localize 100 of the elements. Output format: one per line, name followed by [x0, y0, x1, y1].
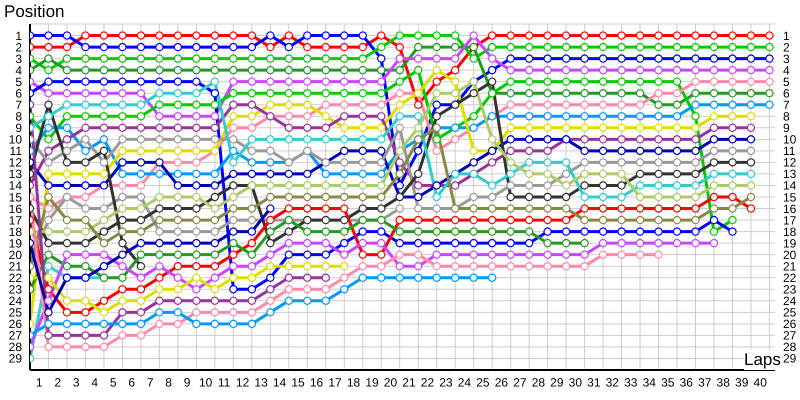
x-tick-label: 9 [184, 376, 191, 390]
x-tick-label: 17 [328, 376, 342, 390]
x-tick-label: 30 [568, 376, 582, 390]
y-tick-label: 4 [15, 63, 22, 78]
y2-tick-label: 14 [783, 178, 797, 193]
x-tick-label: 29 [550, 376, 564, 390]
y-tick-label: 14 [8, 178, 22, 193]
y2-tick-label: 15 [783, 190, 797, 204]
x-tick-label: 16 [310, 376, 324, 390]
y-tick-label: 21 [8, 259, 22, 274]
y-tick-label: 27 [8, 328, 22, 343]
y2-tick-label: 21 [783, 259, 797, 274]
y-tick-label: 25 [8, 306, 22, 320]
x-tick-label: 10 [198, 376, 213, 390]
y2-tick-label: 25 [783, 306, 797, 320]
x-tick-label: 7 [146, 376, 154, 390]
y-tick-label: 22 [8, 270, 22, 285]
x-tick-label: 39 [735, 376, 749, 390]
y2-tick-label: 11 [783, 144, 796, 158]
y2-tick-label: 26 [783, 317, 797, 332]
x-tick-label: 34 [642, 376, 656, 390]
y-tick-label: 20 [8, 248, 22, 262]
y-tick-label: 8 [15, 110, 22, 124]
x-tick-label: 25 [476, 376, 490, 390]
y2-tick-label: 17 [783, 213, 797, 228]
x-tick-label: 37 [698, 376, 712, 390]
x-tick-label: 4 [91, 376, 98, 390]
y2-tick-label: 5 [783, 74, 790, 89]
x-tick-label: 28 [532, 376, 546, 390]
x-tick-label: 5 [110, 376, 117, 390]
x-tick-label: 18 [346, 376, 361, 390]
x-tick-label: 19 [365, 376, 379, 390]
y-tick-label: 15 [8, 190, 22, 204]
y2-tick-label: 8 [783, 110, 790, 124]
x-tick-label: 23 [439, 376, 453, 390]
x-tick-label: 12 [236, 376, 250, 390]
y-tick-label: 3 [15, 52, 22, 66]
y2-tick-label: 28 [783, 340, 797, 354]
y-tick-label: 6 [15, 86, 22, 100]
x-tick-label: 38 [716, 376, 730, 390]
x-tick-label: 24 [458, 376, 472, 390]
y2-tick-label: 27 [783, 328, 797, 343]
x-tick-label: 14 [272, 376, 287, 390]
y2-tick-label: 24 [783, 294, 797, 308]
x-tick-label: 3 [72, 376, 80, 390]
y2-tick-label: 6 [783, 86, 790, 100]
y2-tick-label: 29 [783, 352, 797, 366]
y2-tick-label: 9 [783, 121, 790, 136]
y2-tick-label: 12 [783, 156, 797, 170]
x-tick-label: 31 [587, 376, 601, 390]
y-tick-label: 24 [8, 294, 22, 308]
y-tick-label: 11 [10, 144, 22, 158]
x-tick-label: 6 [128, 376, 136, 390]
y-tick-label: 26 [8, 317, 22, 332]
y2-tick-label: 2 [783, 40, 790, 54]
y2-tick-label: 19 [783, 236, 797, 250]
y-tick-label: 7 [15, 98, 22, 112]
x-tick-label: 32 [606, 376, 620, 390]
y-tick-label: 10 [8, 132, 22, 147]
y-axis-title: Position [4, 2, 64, 22]
y2-tick-label: 3 [783, 52, 790, 66]
x-tick-label: 27 [513, 376, 527, 390]
x-tick-label: 20 [384, 376, 398, 390]
x-tick-label: 8 [165, 376, 172, 390]
x-tick-label: 36 [680, 376, 694, 390]
y-tick-label: 9 [15, 121, 22, 136]
y2-tick-label: 7 [783, 98, 790, 112]
y2-tick-label: 1 [783, 28, 790, 43]
y2-tick-label: 23 [783, 282, 797, 297]
x-tick-label: 11 [218, 376, 231, 390]
y2-tick-label: 22 [783, 270, 797, 285]
y2-tick-label: 10 [783, 132, 797, 147]
y-tick-label: 12 [8, 156, 22, 170]
y-tick-label: 29 [8, 352, 22, 366]
y2-tick-label: 20 [783, 248, 797, 262]
y2-tick-label: 16 [783, 202, 797, 216]
x-tick-label: 26 [494, 376, 508, 390]
y-tick-label: 17 [8, 213, 22, 228]
x-axis-title: Laps [744, 350, 781, 370]
x-tick-label: 35 [661, 376, 675, 390]
y-tick-label: 13 [8, 167, 22, 182]
x-tick-label: 21 [402, 376, 416, 390]
y-tick-label: 5 [15, 74, 22, 89]
y-tick-label: 19 [8, 236, 22, 250]
y-tick-label: 16 [8, 202, 22, 216]
x-tick-label: 13 [254, 376, 268, 390]
y2-tick-label: 18 [783, 224, 797, 239]
y-tick-label: 2 [15, 40, 22, 54]
x-tick-label: 22 [420, 376, 434, 390]
x-tick-label: 40 [754, 376, 768, 390]
y-tick-label: 28 [8, 340, 22, 354]
y-tick-label: 1 [15, 28, 22, 43]
y2-tick-label: 13 [783, 167, 797, 182]
x-tick-label: 2 [54, 376, 62, 390]
y-tick-label: 18 [8, 224, 22, 239]
y2-tick-label: 4 [783, 63, 790, 78]
x-tick-label: 33 [624, 376, 638, 390]
x-tick-label: 15 [291, 376, 306, 390]
y-tick-label: 23 [8, 282, 22, 297]
x-tick-label: 1 [36, 376, 43, 390]
